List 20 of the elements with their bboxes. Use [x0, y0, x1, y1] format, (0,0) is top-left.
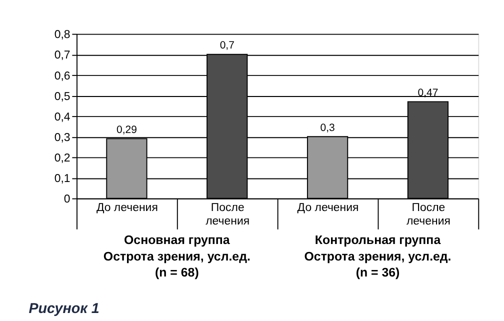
y-tick-label: 0,6: [54, 70, 70, 82]
y-tick-label: 0: [64, 194, 70, 206]
y-tick-label: 0,3: [54, 132, 70, 144]
x-tick-label: После лечения: [206, 202, 250, 228]
y-tick-label: 0,4: [54, 111, 71, 124]
y-tick-label: 0,7: [54, 50, 70, 62]
data-label: 0,7: [220, 40, 235, 52]
text: Основная группа Острота зрения, усл.ед. (n = 68): [103, 233, 250, 280]
y-tick-label: 0,2: [54, 152, 70, 164]
data-label: 0,29: [116, 124, 138, 136]
x-tick-label: После лечения: [406, 202, 450, 228]
data-label: 0,47: [418, 86, 438, 99]
x-tick-label: До лечения: [96, 202, 158, 214]
text: Рисунок 1: [28, 301, 100, 318]
data-label: 0,3: [320, 122, 336, 134]
x-tick-label: До лечения: [297, 202, 359, 214]
y-tick-label: 0,5: [54, 90, 70, 103]
text: Контрольная группа Острота зрения, усл.ед. (n = 36): [304, 233, 452, 280]
y-tick-label: 0,8: [54, 29, 70, 42]
y-tick-label: 0,1: [54, 173, 70, 186]
